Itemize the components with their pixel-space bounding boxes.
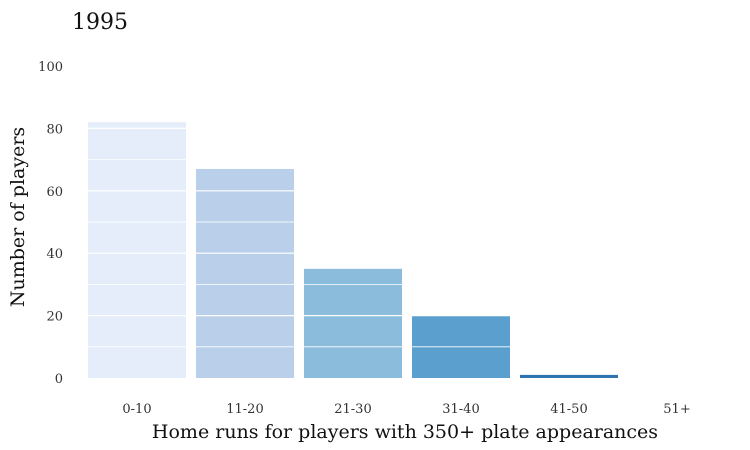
gridlines xyxy=(86,96,734,348)
y-tick-label: 0 xyxy=(55,372,63,387)
x-tick-label: 11-20 xyxy=(226,402,263,417)
x-tick-label: 31-40 xyxy=(442,402,479,417)
bar xyxy=(520,374,618,378)
bar xyxy=(196,168,294,378)
chart-title: 1995 xyxy=(72,10,128,35)
y-tick-label: 100 xyxy=(38,60,63,75)
x-axis-title: Home runs for players with 350+ plate ap… xyxy=(152,421,658,443)
x-tick-label: 21-30 xyxy=(334,402,371,417)
bar xyxy=(304,268,402,378)
y-tick-label: 80 xyxy=(46,122,63,137)
x-tick-label: 41-50 xyxy=(550,402,587,417)
y-axis-ticks: 0 20 40 60 80 100 xyxy=(38,60,63,387)
y-tick-label: 20 xyxy=(46,310,63,325)
bar xyxy=(88,122,186,378)
y-axis-title: Number of players xyxy=(7,127,29,307)
x-axis-ticks: 0-10 11-20 21-30 31-40 41-50 51+ xyxy=(122,402,690,417)
x-tick-label: 51+ xyxy=(663,402,690,417)
x-tick-label: 0-10 xyxy=(122,402,151,417)
y-tick-label: 40 xyxy=(46,247,63,262)
bars xyxy=(88,122,618,378)
y-tick-label: 60 xyxy=(46,185,63,200)
